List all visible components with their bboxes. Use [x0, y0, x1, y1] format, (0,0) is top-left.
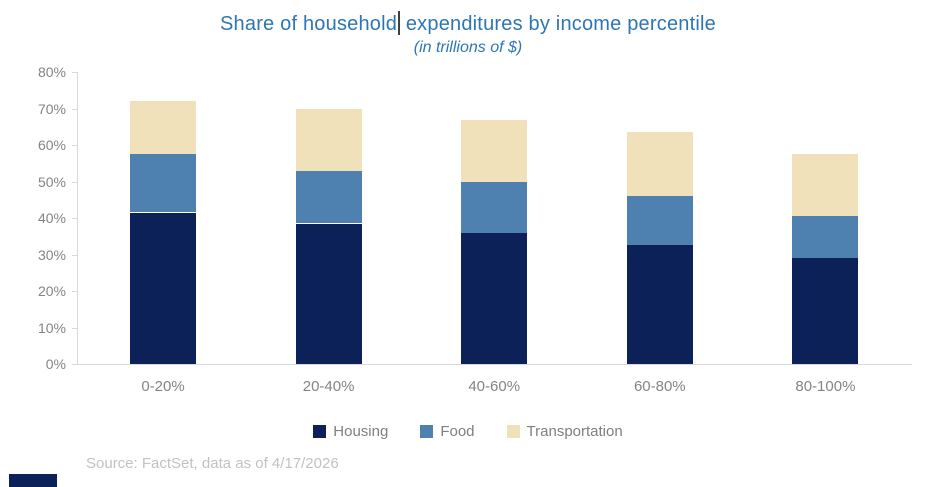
y-axis-tick [72, 291, 77, 292]
bar-segment-transportation-20-40% [295, 108, 362, 171]
y-axis-tick-label: 0% [45, 356, 66, 372]
y-axis-tick-label: 20% [37, 283, 66, 299]
bar-segment-food-60-80% [626, 196, 693, 246]
legend-item-transportation: Transportation [506, 423, 623, 440]
legend-label: Housing [333, 423, 389, 440]
legend-label: Transportation [526, 423, 623, 440]
bar-segment-transportation-0-20% [130, 101, 196, 155]
x-axis-category-label: 0-20% [141, 378, 185, 395]
legend-label: Food [440, 423, 475, 440]
bar-segment-housing-0-20% [130, 212, 196, 364]
bar-segment-housing-20-40% [295, 223, 362, 364]
bar-segment-transportation-60-80% [626, 132, 693, 197]
chart-title-text-before-cursor: Share of household [220, 13, 398, 35]
footer-accent-bar [9, 474, 57, 487]
y-axis-tick [72, 218, 77, 219]
legend-swatch-food [420, 425, 434, 438]
bar-segment-food-40-60% [461, 181, 528, 233]
chart-subtitle: (in trillions of $) [413, 39, 523, 56]
chart-title[interactable]: Share of household expenditures by incom… [0, 11, 936, 36]
y-axis-tick-label: 60% [37, 137, 66, 153]
y-axis-tick-label: 10% [37, 319, 66, 336]
x-axis-category-label: 80-100% [795, 378, 856, 395]
y-axis-tick [72, 108, 77, 110]
bar-segment-housing-40-60% [461, 232, 528, 364]
legend-item-food: Food [420, 423, 475, 440]
y-axis-tick [72, 72, 77, 73]
chart-title-text-after-cursor: expenditures by income percentile [400, 13, 716, 35]
legend-swatch-housing [313, 425, 327, 438]
y-axis-tick [72, 327, 77, 329]
x-axis-line [77, 364, 912, 365]
x-axis-category-label: 40-60% [468, 378, 521, 395]
bar-segment-transportation-40-60% [461, 119, 528, 182]
source-note: Source: FactSet, data as of 4/17/2026 [86, 455, 339, 472]
y-axis-line [77, 72, 78, 364]
y-axis-tick [72, 145, 77, 146]
y-axis-tick [72, 364, 77, 365]
x-axis-category-label: 60-80% [633, 378, 686, 395]
bar-segment-food-80-100% [792, 216, 859, 259]
x-axis-category-label: 20-40% [302, 378, 355, 395]
y-axis-tick [72, 254, 77, 256]
y-axis-tick-label: 40% [37, 210, 66, 226]
y-axis-tick [72, 181, 77, 183]
bar-segment-housing-60-80% [626, 245, 693, 364]
y-axis-tick-label: 30% [37, 246, 66, 263]
bar-segment-food-20-40% [295, 170, 362, 224]
bar-segment-food-0-20% [130, 154, 196, 213]
bar-segment-housing-80-100% [792, 258, 859, 364]
y-axis-tick-label: 80% [37, 64, 66, 80]
legend-swatch-transportation [506, 425, 520, 438]
y-axis-tick-label: 50% [37, 173, 66, 190]
legend: Housing Food Transportation [0, 423, 936, 440]
y-axis-tick-label: 70% [37, 100, 66, 117]
legend-item-housing: Housing [313, 423, 388, 440]
text-cursor[interactable] [398, 11, 401, 35]
bar-segment-transportation-80-100% [792, 154, 859, 217]
